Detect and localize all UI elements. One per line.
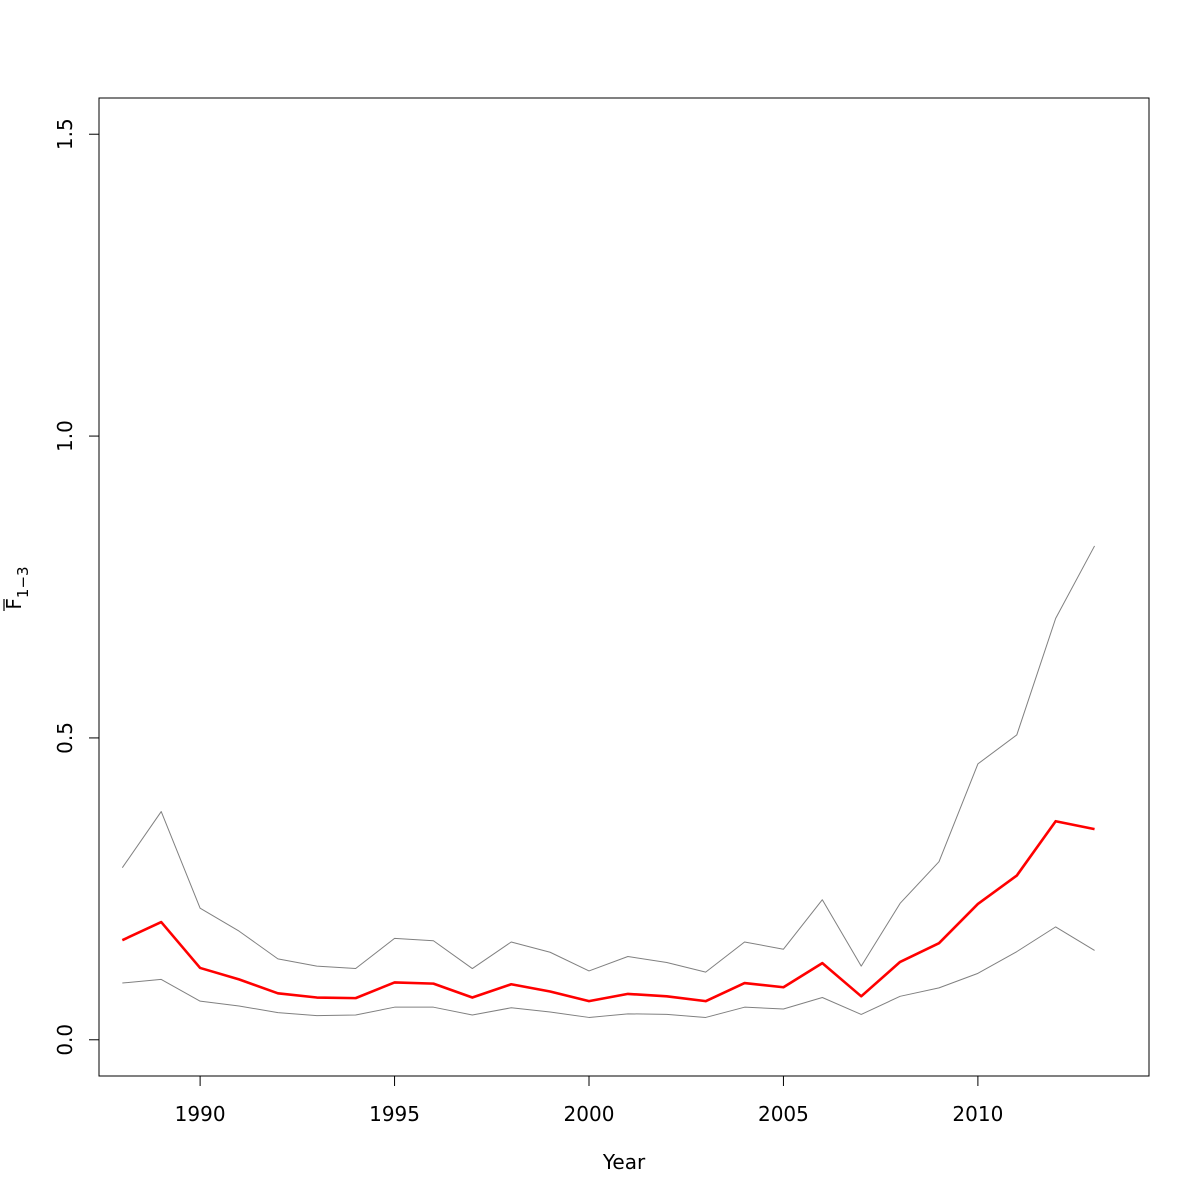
series-layer <box>121 545 1096 1018</box>
y-axis-label-main: F <box>2 598 26 610</box>
y-tick-label: 1.5 <box>53 118 77 150</box>
x-axis-label: Year <box>602 1150 646 1174</box>
series-line-upper <box>121 545 1096 973</box>
series-line-lower <box>122 926 1095 1018</box>
x-axis: 1990 1995 2000 2005 2010 <box>175 1075 1003 1126</box>
y-tick-label: 1.0 <box>53 420 77 452</box>
x-tick-label: 2010 <box>952 1102 1003 1126</box>
x-tick-label: 2005 <box>758 1102 809 1126</box>
x-tick-label: 2000 <box>564 1102 615 1126</box>
x-tick-label: 1990 <box>175 1102 226 1126</box>
y-axis-label-subscript: 1−3 <box>14 566 32 598</box>
y-axis-label: F1−3 <box>2 566 32 611</box>
y-tick-label: 0.0 <box>53 1024 77 1056</box>
plot-frame <box>98 97 1150 1077</box>
series-line-estimate <box>121 819 1095 1003</box>
x-tick-label: 1995 <box>369 1102 420 1126</box>
svg-text:F1−3: F1−3 <box>2 566 32 609</box>
y-tick-label: 0.5 <box>53 722 77 754</box>
y-axis: 0.0 0.5 1.0 1.5 <box>53 118 100 1056</box>
